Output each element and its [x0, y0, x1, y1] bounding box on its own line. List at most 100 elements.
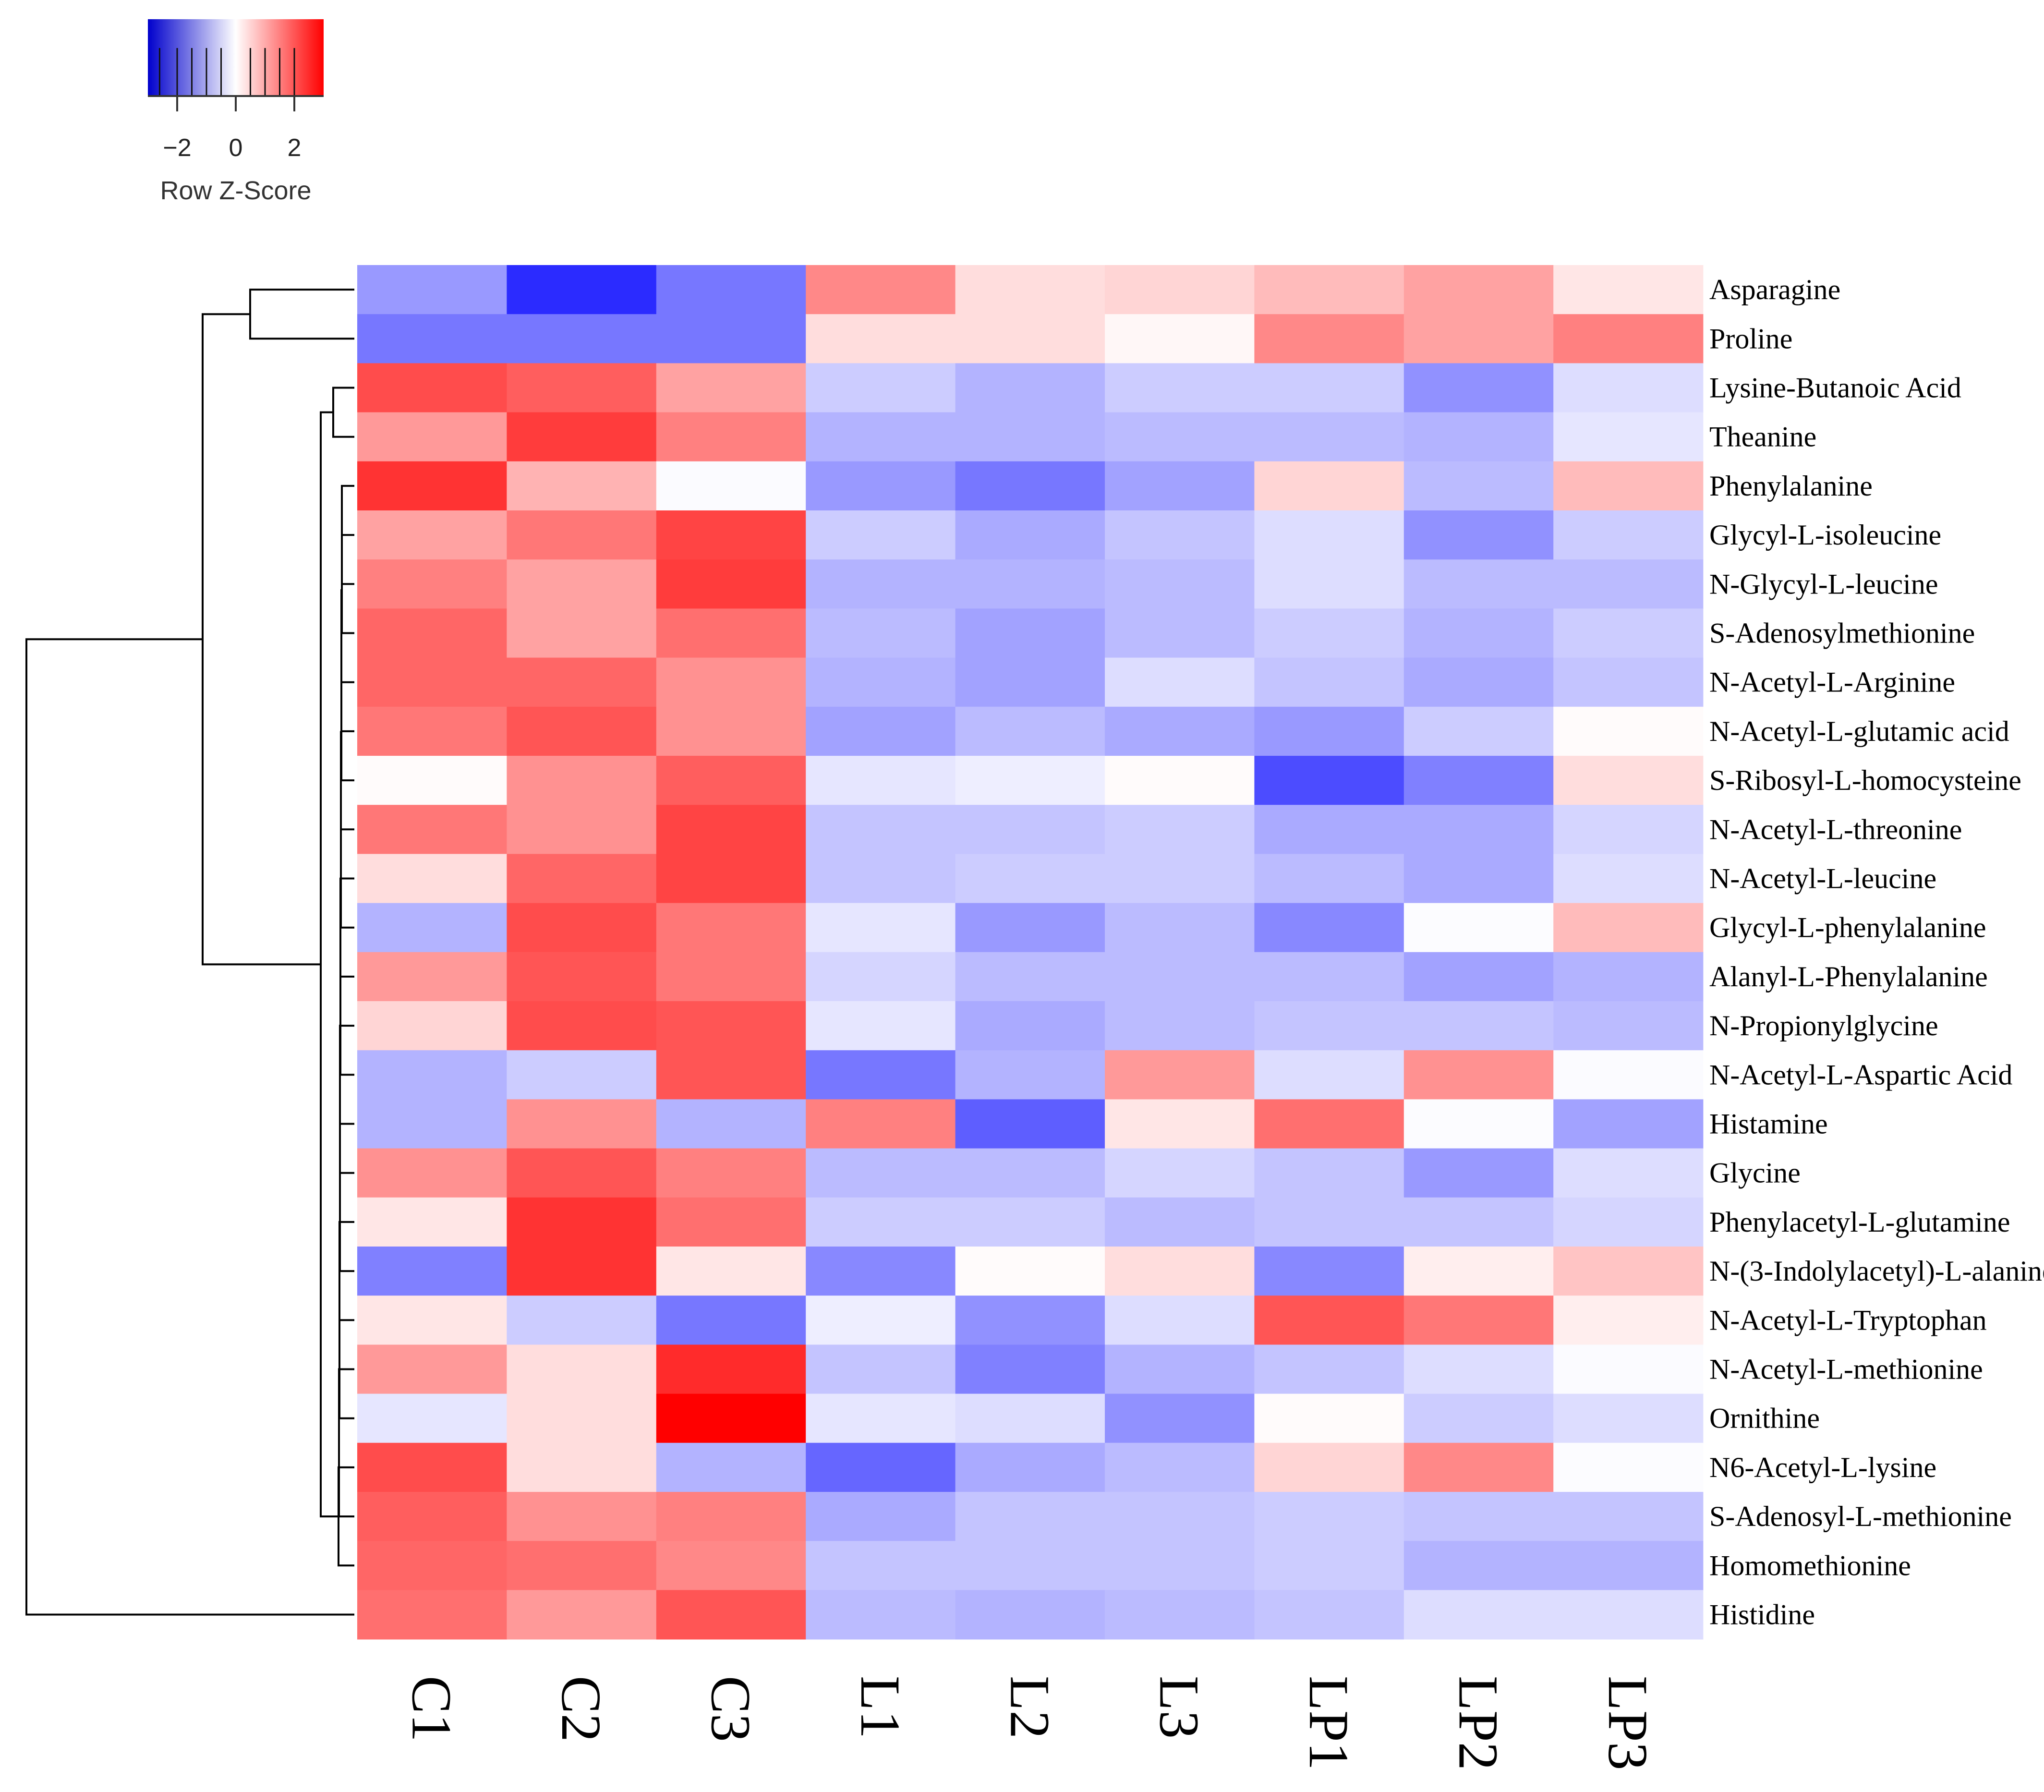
- row-label-n-propionylglycine: N-Propionylglycine: [1709, 1010, 1938, 1041]
- cell-n-acetyl-l-leucine-l3: [1105, 854, 1255, 904]
- cell-n6-acetyl-l-lysine-c3: [656, 1442, 806, 1492]
- cell-glycyl-l-isoleucine-c2: [507, 510, 657, 560]
- cell-n-propionylglycine-lp1: [1254, 1001, 1404, 1051]
- column-label-l3: L3: [1148, 1676, 1211, 1739]
- cell-theanine-l3: [1105, 412, 1255, 462]
- color-key-gradient: [148, 19, 324, 96]
- cell-homomethionine-l2: [955, 1541, 1105, 1591]
- cell-theanine-c1: [357, 412, 508, 462]
- dendrogram-branch: [25, 638, 354, 1616]
- cell-lysine-butanoic-acid-c3: [656, 363, 806, 413]
- cell-n-acetyl-l-arginine-l2: [955, 657, 1105, 707]
- row-label-glycine: Glycine: [1709, 1157, 1801, 1189]
- cell-n-acetyl-l-glutamic-acid-c1: [357, 706, 508, 756]
- cell-proline-l1: [806, 314, 956, 364]
- cell-alanyl-l-phenylalanine-lp1: [1254, 952, 1404, 1002]
- cell-proline-c1: [357, 314, 508, 364]
- cell-histamine-c1: [357, 1099, 508, 1149]
- cell-s-adenosylmethionine-l1: [806, 608, 956, 658]
- cell-asparagine-c2: [507, 265, 657, 315]
- cell-alanyl-l-phenylalanine-c2: [507, 952, 657, 1002]
- cell-n-acetyl-l-aspartic-acid-c1: [357, 1050, 508, 1100]
- cell-histamine-l2: [955, 1099, 1105, 1149]
- row-label-n-acetyl-l-arginine: N-Acetyl-L-Arginine: [1709, 666, 1955, 698]
- cell-alanyl-l-phenylalanine-l1: [806, 952, 956, 1002]
- cell-n-acetyl-l-aspartic-acid-lp3: [1553, 1050, 1704, 1100]
- cell-n-propionylglycine-lp3: [1553, 1001, 1704, 1051]
- dendrogram-branch: [202, 313, 321, 966]
- cell-s-ribosyl-l-homocysteine-l3: [1105, 756, 1255, 805]
- column-label-lp1: LP1: [1297, 1676, 1360, 1770]
- cell-theanine-c2: [507, 412, 657, 462]
- cell-s-adenosylmethionine-c3: [656, 608, 806, 658]
- cell-histamine-c2: [507, 1099, 657, 1149]
- cell-s-adenosylmethionine-l3: [1105, 608, 1255, 658]
- cell-s-adenosyl-l-methionine-lp1: [1254, 1492, 1404, 1541]
- cell-glycyl-l-isoleucine-lp1: [1254, 510, 1404, 560]
- cell-alanyl-l-phenylalanine-l3: [1105, 952, 1255, 1002]
- row-label-n-glycyl-l-leucine: N-Glycyl-L-leucine: [1709, 568, 1938, 600]
- cell-n-acetyl-l-threonine-l3: [1105, 805, 1255, 855]
- cell-phenylacetyl-l-glutamine-lp3: [1553, 1197, 1704, 1247]
- cell-n-acetyl-l-methionine-lp3: [1553, 1344, 1704, 1394]
- row-label-s-ribosyl-l-homocysteine: S-Ribosyl-L-homocysteine: [1709, 764, 2021, 796]
- cell-n-acetyl-l-arginine-lp2: [1403, 657, 1554, 707]
- cell-n-glycyl-l-leucine-c2: [507, 559, 657, 609]
- cell-n-propionylglycine-lp2: [1403, 1001, 1554, 1051]
- cell-n-acetyl-l-leucine-c1: [357, 854, 508, 904]
- row-label-glycyl-l-phenylalanine: Glycyl-L-phenylalanine: [1709, 912, 1986, 944]
- cell-ornithine-lp2: [1403, 1393, 1554, 1443]
- cell-phenylalanine-l3: [1105, 461, 1255, 511]
- cell-s-adenosyl-l-methionine-lp3: [1553, 1492, 1704, 1541]
- cell-alanyl-l-phenylalanine-l2: [955, 952, 1105, 1002]
- cell-glycine-c1: [357, 1148, 508, 1198]
- cell-histamine-lp3: [1553, 1099, 1704, 1149]
- cell-phenylalanine-l1: [806, 461, 956, 511]
- column-label-l2: L2: [998, 1676, 1061, 1739]
- cell-n6-acetyl-l-lysine-l2: [955, 1442, 1105, 1492]
- cell-s-ribosyl-l-homocysteine-c2: [507, 756, 657, 805]
- cell-lysine-butanoic-acid-l1: [806, 363, 956, 413]
- cell-n-acetyl-l-tryptophan-c3: [656, 1296, 806, 1345]
- cell-n-acetyl-l-aspartic-acid-lp2: [1403, 1050, 1554, 1100]
- cell-homomethionine-lp3: [1553, 1541, 1704, 1591]
- cell-n6-acetyl-l-lysine-lp3: [1553, 1442, 1704, 1492]
- cell-glycine-l2: [955, 1148, 1105, 1198]
- cell-ornithine-lp3: [1553, 1393, 1704, 1443]
- cell-homomethionine-lp2: [1403, 1541, 1554, 1591]
- cell-asparagine-l2: [955, 265, 1105, 315]
- column-label-c3: C3: [700, 1676, 762, 1742]
- row-label-n-acetyl-l-methionine: N-Acetyl-L-methionine: [1709, 1354, 1983, 1385]
- cell-n-acetyl-l-arginine-lp1: [1254, 657, 1404, 707]
- cell-histidine-c2: [507, 1590, 657, 1640]
- cell-n-acetyl-l-tryptophan-lp2: [1403, 1296, 1554, 1345]
- cell-asparagine-c1: [357, 265, 508, 315]
- cell-asparagine-l1: [806, 265, 956, 315]
- cell-histamine-lp2: [1403, 1099, 1554, 1149]
- row-labels: Asparagine Proline Lysine-Butanoic Acid The…: [1709, 274, 2044, 1630]
- row-label-histidine: Histidine: [1709, 1599, 1815, 1631]
- cell-histamine-c3: [656, 1099, 806, 1149]
- cell-n-glycyl-l-leucine-c1: [357, 559, 508, 609]
- cell-theanine-l1: [806, 412, 956, 462]
- cell-n-3-indolylacetyl-l-alanine-c1: [357, 1247, 508, 1296]
- row-label-n-acetyl-l-leucine: N-Acetyl-L-leucine: [1709, 863, 1936, 895]
- cell-s-adenosylmethionine-c1: [357, 608, 508, 658]
- cell-asparagine-c3: [656, 265, 806, 315]
- cell-n-acetyl-l-methionine-lp2: [1403, 1344, 1554, 1394]
- cell-glycyl-l-phenylalanine-lp3: [1553, 903, 1704, 953]
- row-label-histamine: Histamine: [1709, 1108, 1828, 1140]
- cell-s-adenosyl-l-methionine-c1: [357, 1492, 508, 1541]
- cell-n-acetyl-l-arginine-c2: [507, 657, 657, 707]
- cell-n-glycyl-l-leucine-c3: [656, 559, 806, 609]
- cell-s-ribosyl-l-homocysteine-lp2: [1403, 756, 1554, 805]
- cell-histidine-c1: [357, 1590, 508, 1640]
- column-label-l1: L1: [849, 1676, 912, 1739]
- cell-glycyl-l-isoleucine-c3: [656, 510, 806, 560]
- cell-phenylacetyl-l-glutamine-c2: [507, 1197, 657, 1247]
- column-label-lp3: LP3: [1596, 1676, 1659, 1770]
- row-label-s-adenosyl-l-methionine: S-Adenosyl-L-methionine: [1709, 1501, 2012, 1532]
- dendrogram-branch: [339, 1221, 354, 1321]
- color-key-ticks: −2 0 2: [163, 96, 301, 162]
- cell-proline-lp1: [1254, 314, 1404, 364]
